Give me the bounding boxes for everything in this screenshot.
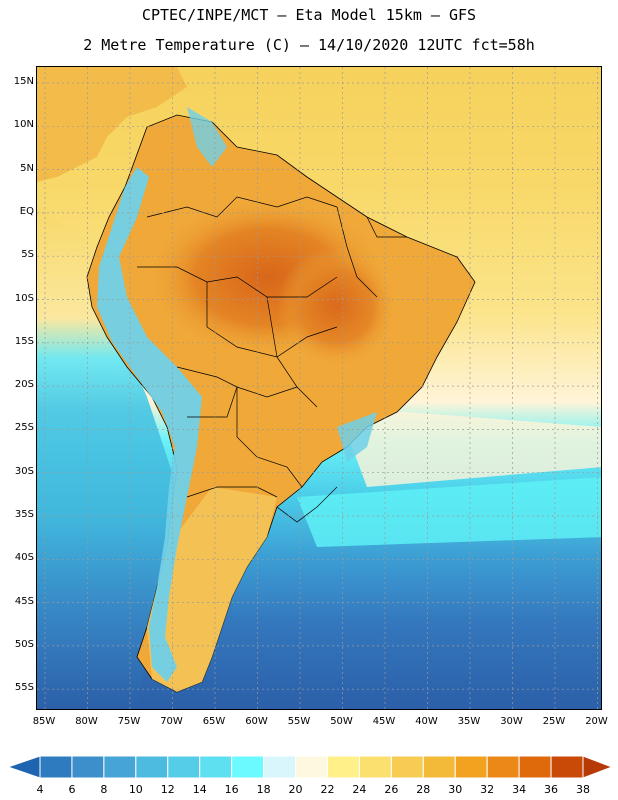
colorbar-high-arrow: [582, 755, 614, 779]
colorbar-label-9: 22: [320, 783, 335, 796]
colorbar-label-0: 4: [36, 783, 44, 796]
colorbar-box-5: [199, 755, 233, 779]
lon-label-5: 60W: [245, 716, 268, 727]
colorbar-box-8: [295, 755, 328, 779]
colorbar-label-1: 6: [68, 783, 76, 796]
graticule-lines: [37, 67, 601, 709]
colorbar: [6, 755, 614, 779]
colorbar-box-1: [71, 755, 105, 779]
colorbar-label-3: 10: [128, 783, 143, 796]
lat-label-4: 5S: [21, 249, 34, 261]
lon-label-3: 70W: [160, 716, 183, 727]
serra-do-mar-cool: [337, 412, 377, 462]
lon-label-4: 65W: [202, 716, 226, 727]
lat-label-10: 35S: [14, 509, 34, 520]
lat-label-0: 15N: [13, 76, 34, 87]
colorbar-box-10: [358, 755, 392, 779]
andes-cold-strip: [97, 167, 202, 682]
colorbar-label-15: 34: [512, 783, 527, 796]
cyan-atlantic-band: [297, 477, 601, 547]
lon-label-12: 25W: [542, 716, 566, 727]
lat-label-2: 5N: [20, 162, 34, 174]
colorbar-label-2: 8: [100, 783, 108, 796]
southern-cone-land: [147, 487, 277, 692]
colorbar-label-11: 26: [384, 783, 399, 796]
colorbar-label-4: 12: [160, 783, 175, 796]
colorbar-box-4: [167, 755, 201, 779]
map-title-line2: 2 Metre Temperature (C) – 14/10/2020 12U…: [83, 36, 535, 54]
colorbar-label-13: 30: [448, 783, 463, 796]
hot-core-east: [277, 247, 397, 367]
colorbar-box-3: [135, 755, 169, 779]
colorbar-box-13: [454, 755, 488, 779]
lat-label-12: 45S: [14, 595, 34, 607]
colorbar-box-9: [326, 755, 360, 779]
map-title-line1: CPTEC/INPE/MCT – Eta Model 15km – GFS: [141, 6, 477, 24]
lat-label-6: 15S: [14, 335, 34, 347]
lon-label-13: 20W: [585, 716, 608, 727]
temperature-map-svg: [37, 67, 601, 709]
lon-label-9: 40W: [415, 716, 438, 727]
venezuela-highlands: [187, 107, 227, 167]
lon-label-8: 45W: [372, 716, 396, 727]
lon-label-6: 55W: [287, 716, 311, 727]
lat-label-1: 10N: [13, 119, 34, 131]
lat-label-8: 25S: [14, 422, 34, 434]
colorbar-box-2: [103, 755, 137, 779]
lat-label-14: 55S: [14, 682, 34, 694]
lat-label-3: EQ: [19, 205, 34, 217]
lon-label-7: 50W: [330, 716, 353, 727]
colorbar-box-6: [231, 755, 265, 779]
colorbar-label-14: 32: [480, 783, 495, 796]
colorbar-label-6: 16: [224, 783, 239, 796]
colorbar-label-16: 36: [544, 783, 559, 796]
colorbar-label-8: 20: [288, 783, 303, 796]
colorbar-box-15: [518, 755, 552, 779]
temperature-map: [36, 66, 602, 710]
colorbar-label-12: 28: [416, 783, 431, 796]
warm-atlantic-band: [337, 407, 601, 487]
colorbar-label-10: 24: [352, 783, 367, 796]
colorbar-label-17: 38: [576, 783, 590, 796]
lat-label-11: 40S: [14, 552, 34, 564]
colorbar-low-arrow: [6, 755, 41, 779]
lon-label-2: 75W: [117, 716, 141, 727]
colorbar-label-5: 14: [192, 783, 207, 796]
colorbar-label-7: 18: [256, 783, 271, 796]
colorbar-box-16: [550, 755, 584, 779]
colorbar-box-11: [390, 755, 424, 779]
central-america-land: [37, 67, 187, 182]
country-borders: [137, 196, 407, 523]
lat-label-7: 20S: [14, 379, 34, 391]
colorbar-box-12: [422, 755, 456, 779]
colorbar-box-0: [39, 755, 73, 779]
lat-label-9: 30S: [14, 465, 34, 477]
lon-label-0: 85W: [32, 716, 56, 727]
colorbar-box-14: [486, 755, 520, 779]
lat-label-13: 50S: [14, 638, 34, 650]
colorbar-box-7: [263, 755, 297, 779]
lon-label-10: 35W: [457, 716, 481, 727]
lon-label-11: 30W: [500, 716, 523, 727]
pacific-ocean-field: [37, 207, 177, 709]
lon-label-1: 80W: [75, 716, 98, 727]
lat-label-5: 10S: [14, 292, 34, 304]
